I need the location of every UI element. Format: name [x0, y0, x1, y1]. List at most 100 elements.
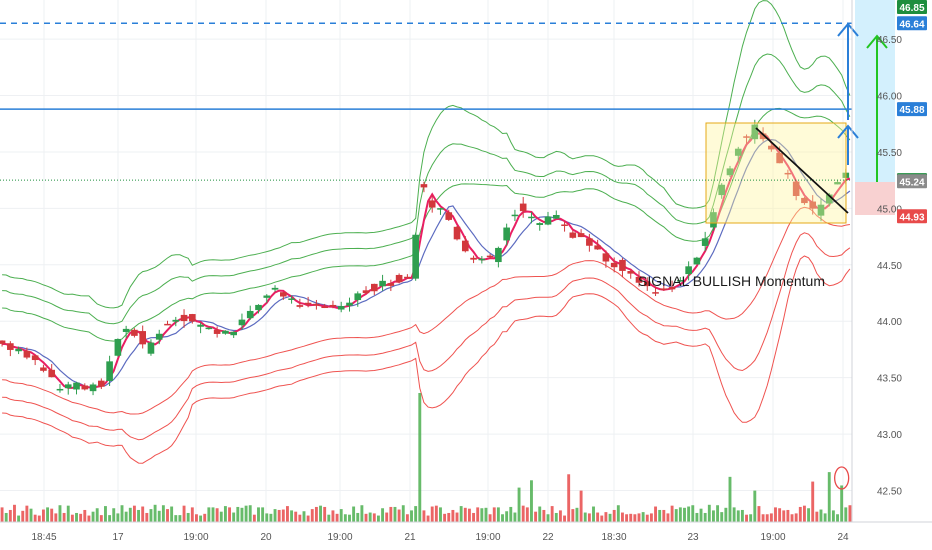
volume-bar: [410, 510, 413, 522]
volume-bar: [66, 505, 70, 522]
volume-bar: [678, 507, 682, 522]
price-tick-label: 46.50: [877, 35, 902, 46]
volume-bar: [629, 513, 633, 522]
price-badge: [897, 174, 927, 189]
volume-bar: [327, 514, 331, 522]
volume-bar: [29, 508, 33, 522]
volume-bar: [401, 505, 405, 522]
candle-body: [503, 227, 510, 241]
volume-bar: [348, 514, 351, 522]
volume-bar: [583, 512, 587, 522]
candle-body: [288, 298, 295, 300]
volume-bar: [774, 507, 777, 522]
volume-bar: [492, 507, 496, 522]
volume-bar: [199, 515, 203, 522]
candle-body: [73, 382, 80, 390]
candle-body: [428, 200, 436, 208]
volume-bar: [265, 513, 269, 522]
lower-band-3: [2, 255, 851, 464]
candle-body: [768, 145, 775, 150]
volume-bar: [488, 514, 492, 522]
candle-body: [155, 333, 163, 340]
candle-body: [89, 384, 97, 392]
candle-body: [197, 324, 204, 327]
candle-body: [652, 292, 659, 294]
volume-bar: [670, 505, 674, 522]
volume-bar: [182, 505, 186, 522]
volume-bar: [281, 509, 285, 522]
volume-bar: [203, 513, 207, 522]
volume-bar: [219, 511, 223, 522]
volume-bar: [83, 509, 87, 522]
time-axis[interactable]: 18:45 17 19:00 20 19:00 21 19:00 22 18:30 23 19:00…: [0, 521, 932, 543]
volume-bar: [802, 505, 806, 522]
volume-bar: [104, 506, 107, 522]
projection-arrow-head: [866, 34, 888, 49]
volume-bar: [567, 474, 571, 522]
volume-bar: [364, 513, 368, 522]
volume-bar: [137, 509, 141, 522]
candle-body: [213, 329, 221, 334]
candle-body: [561, 224, 568, 226]
volume-bar: [166, 509, 169, 522]
volume-bar: [393, 506, 397, 522]
candle-body: [569, 232, 577, 238]
price-tick-label: 43.00: [877, 430, 902, 441]
volume-bar: [157, 510, 161, 522]
volume-bar: [360, 505, 364, 522]
volume-bar: [99, 515, 103, 522]
volume-bar: [525, 507, 529, 522]
lower-band-2: [2, 232, 851, 441]
candle-body: [809, 201, 817, 209]
time-tick-label: 18:30: [601, 532, 626, 543]
volume-bar: [298, 514, 302, 522]
volume-bar: [637, 513, 641, 522]
volume-bar: [683, 507, 686, 522]
volume-bars: [0, 393, 852, 522]
candle-body: [230, 331, 237, 336]
volume-bar: [13, 504, 16, 522]
volume-bar: [422, 510, 426, 522]
price-badge: [897, 0, 927, 14]
candle-body: [478, 258, 486, 261]
volume-bar: [563, 515, 567, 522]
time-tick-label: 17: [112, 532, 124, 543]
volume-bar: [95, 508, 99, 522]
candle-body: [552, 214, 560, 219]
candle-body: [238, 319, 246, 326]
volume-bar: [418, 393, 422, 522]
candle-body: [743, 136, 750, 138]
volume-bar: [707, 504, 711, 522]
volume-bar: [323, 506, 327, 522]
volume-bar: [190, 507, 194, 522]
volume-bar: [21, 510, 25, 522]
candle-body: [470, 257, 477, 260]
volume-bar: [666, 513, 670, 522]
volume-bar: [761, 514, 765, 522]
volume-bar: [815, 511, 819, 522]
volume-bar: [376, 515, 380, 522]
volume-bar: [538, 506, 542, 522]
volume-bar: [124, 511, 128, 522]
candle-body: [710, 212, 717, 228]
volume-bar: [87, 515, 91, 522]
volume-bar: [91, 511, 95, 522]
volume-bar: [844, 507, 848, 522]
price-axis[interactable]: 46.50 46.00 45.50 45.00 44.50 44.00 43.50 43.00…: [851, 0, 927, 522]
volume-bar: [649, 513, 653, 522]
volume-bar: [132, 505, 136, 522]
volume-bar: [736, 510, 740, 522]
volume-bar: [215, 508, 219, 522]
volume-bar: [8, 509, 12, 522]
volume-bar: [70, 514, 74, 522]
volume-bar: [571, 509, 575, 522]
volume-bar: [836, 514, 839, 522]
candle-body: [528, 216, 535, 219]
volume-bar: [41, 509, 45, 522]
volume-bar: [720, 512, 724, 522]
volume-bar: [273, 509, 277, 522]
price-badge: [897, 102, 927, 117]
candle-body: [693, 257, 701, 265]
volume-bar: [108, 515, 112, 522]
